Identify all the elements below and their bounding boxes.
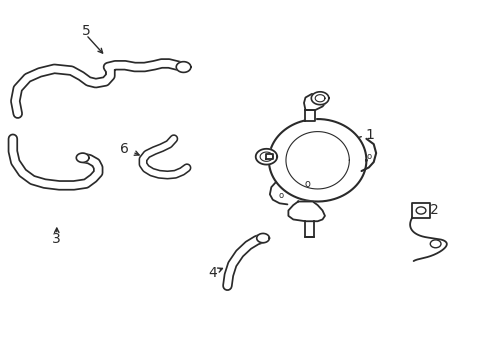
Polygon shape	[304, 94, 326, 110]
Text: 4: 4	[208, 266, 217, 280]
Polygon shape	[305, 221, 313, 237]
Polygon shape	[255, 149, 277, 165]
Polygon shape	[305, 110, 315, 121]
Text: 6: 6	[120, 142, 129, 156]
Polygon shape	[268, 119, 366, 202]
Text: 5: 5	[81, 24, 90, 38]
Text: o: o	[366, 152, 371, 161]
Polygon shape	[256, 233, 269, 243]
Polygon shape	[176, 62, 190, 72]
Polygon shape	[311, 92, 328, 105]
Text: o: o	[278, 190, 283, 199]
Text: 2: 2	[429, 203, 438, 217]
Text: 3: 3	[52, 232, 61, 246]
Polygon shape	[288, 202, 325, 221]
Text: o: o	[305, 179, 310, 189]
Circle shape	[429, 240, 440, 248]
Polygon shape	[266, 154, 272, 159]
Polygon shape	[411, 203, 429, 218]
Text: 1: 1	[365, 128, 373, 142]
Polygon shape	[76, 153, 89, 162]
Circle shape	[415, 207, 425, 214]
